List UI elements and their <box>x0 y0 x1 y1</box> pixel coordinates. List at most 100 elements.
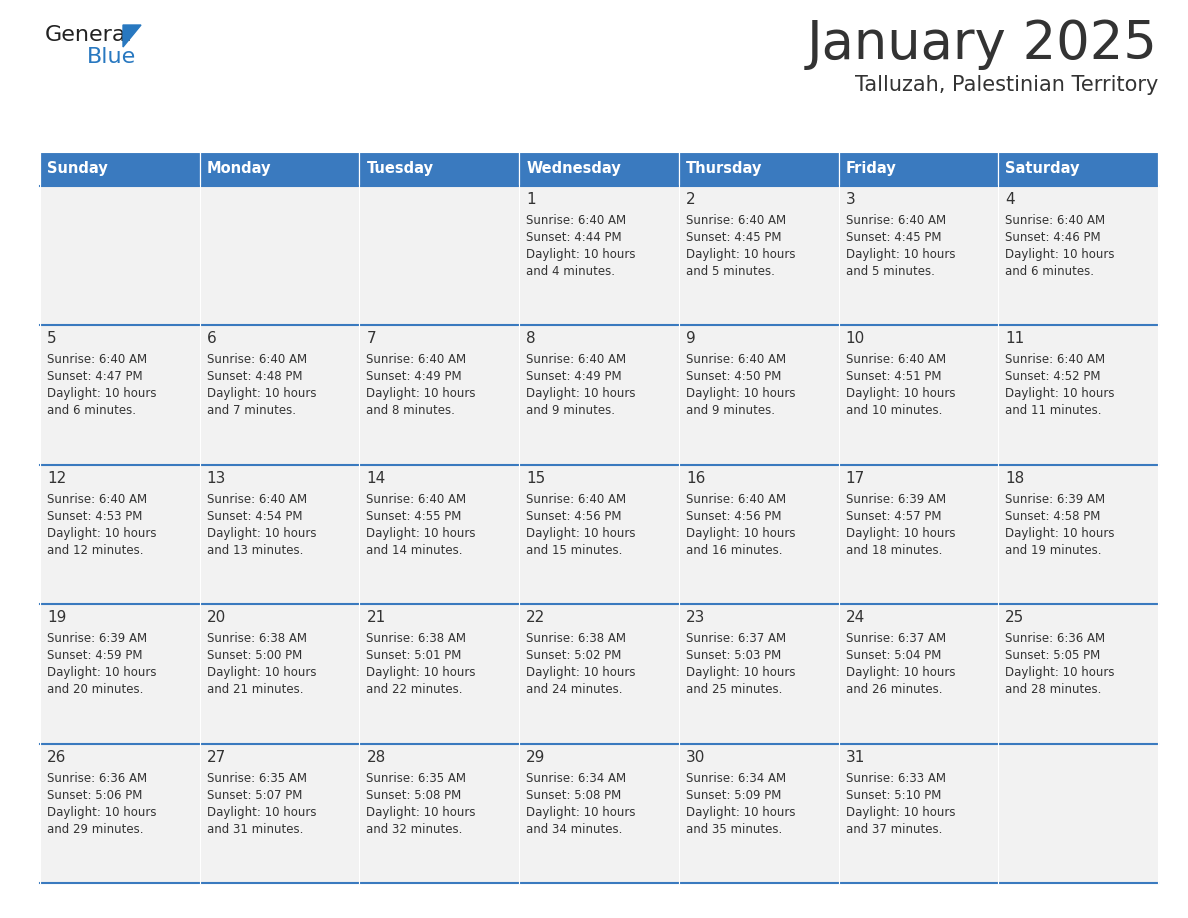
Text: 28: 28 <box>366 750 386 765</box>
Text: and 37 minutes.: and 37 minutes. <box>846 823 942 835</box>
Text: and 6 minutes.: and 6 minutes. <box>1005 265 1094 278</box>
Text: Sunrise: 6:39 AM: Sunrise: 6:39 AM <box>1005 493 1105 506</box>
Bar <box>200 152 360 186</box>
Bar <box>519 744 678 883</box>
Text: and 9 minutes.: and 9 minutes. <box>526 405 615 418</box>
Text: Sunset: 4:57 PM: Sunset: 4:57 PM <box>846 509 941 522</box>
Text: Daylight: 10 hours: Daylight: 10 hours <box>685 527 795 540</box>
Bar <box>360 325 519 465</box>
Text: and 7 minutes.: and 7 minutes. <box>207 405 296 418</box>
Text: Wednesday: Wednesday <box>526 162 621 176</box>
Bar <box>998 744 1158 883</box>
Text: 7: 7 <box>366 331 377 346</box>
Bar <box>40 744 200 883</box>
Text: 8: 8 <box>526 331 536 346</box>
Text: Sunset: 4:56 PM: Sunset: 4:56 PM <box>685 509 782 522</box>
Text: and 21 minutes.: and 21 minutes. <box>207 683 303 696</box>
Text: Sunrise: 6:38 AM: Sunrise: 6:38 AM <box>526 633 626 645</box>
Bar <box>360 604 519 744</box>
Bar <box>678 744 839 883</box>
Text: Daylight: 10 hours: Daylight: 10 hours <box>685 387 795 400</box>
Text: Sunrise: 6:34 AM: Sunrise: 6:34 AM <box>526 772 626 785</box>
Text: Sunrise: 6:37 AM: Sunrise: 6:37 AM <box>846 633 946 645</box>
Text: and 24 minutes.: and 24 minutes. <box>526 683 623 696</box>
Bar <box>998 465 1158 604</box>
Bar <box>519 152 678 186</box>
Text: and 8 minutes.: and 8 minutes. <box>366 405 455 418</box>
Text: Daylight: 10 hours: Daylight: 10 hours <box>366 387 476 400</box>
Text: 15: 15 <box>526 471 545 486</box>
Text: Sunset: 4:52 PM: Sunset: 4:52 PM <box>1005 370 1101 384</box>
Bar <box>40 325 200 465</box>
Text: 9: 9 <box>685 331 696 346</box>
Text: 3: 3 <box>846 192 855 207</box>
Text: Daylight: 10 hours: Daylight: 10 hours <box>526 527 636 540</box>
Text: 16: 16 <box>685 471 706 486</box>
Text: 2: 2 <box>685 192 695 207</box>
Text: Sunset: 5:02 PM: Sunset: 5:02 PM <box>526 649 621 662</box>
Text: and 13 minutes.: and 13 minutes. <box>207 543 303 557</box>
Text: Daylight: 10 hours: Daylight: 10 hours <box>207 527 316 540</box>
Bar <box>40 152 200 186</box>
Text: and 31 minutes.: and 31 minutes. <box>207 823 303 835</box>
Text: and 22 minutes.: and 22 minutes. <box>366 683 463 696</box>
Bar <box>519 325 678 465</box>
Text: Sunset: 4:45 PM: Sunset: 4:45 PM <box>685 231 782 244</box>
Text: Sunrise: 6:40 AM: Sunrise: 6:40 AM <box>846 353 946 366</box>
Bar <box>678 325 839 465</box>
Text: Daylight: 10 hours: Daylight: 10 hours <box>526 387 636 400</box>
Bar <box>839 604 998 744</box>
Text: Sunrise: 6:40 AM: Sunrise: 6:40 AM <box>366 493 467 506</box>
Text: 5: 5 <box>48 331 57 346</box>
Text: Daylight: 10 hours: Daylight: 10 hours <box>1005 248 1114 261</box>
Bar <box>519 186 678 325</box>
Bar <box>519 465 678 604</box>
Text: and 9 minutes.: and 9 minutes. <box>685 405 775 418</box>
Bar <box>839 744 998 883</box>
Text: Daylight: 10 hours: Daylight: 10 hours <box>48 666 157 679</box>
Text: Sunset: 5:05 PM: Sunset: 5:05 PM <box>1005 649 1100 662</box>
Text: Daylight: 10 hours: Daylight: 10 hours <box>48 387 157 400</box>
Text: Talluzah, Palestinian Territory: Talluzah, Palestinian Territory <box>854 75 1158 95</box>
Text: and 12 minutes.: and 12 minutes. <box>48 543 144 557</box>
Text: and 34 minutes.: and 34 minutes. <box>526 823 623 835</box>
Text: and 20 minutes.: and 20 minutes. <box>48 683 144 696</box>
Text: Sunrise: 6:40 AM: Sunrise: 6:40 AM <box>846 214 946 227</box>
Text: and 5 minutes.: and 5 minutes. <box>846 265 935 278</box>
Text: Sunrise: 6:40 AM: Sunrise: 6:40 AM <box>366 353 467 366</box>
Bar <box>360 465 519 604</box>
Bar <box>678 465 839 604</box>
Polygon shape <box>124 25 141 47</box>
Bar <box>678 604 839 744</box>
Text: Sunrise: 6:36 AM: Sunrise: 6:36 AM <box>1005 633 1105 645</box>
Text: 17: 17 <box>846 471 865 486</box>
Text: Sunrise: 6:35 AM: Sunrise: 6:35 AM <box>366 772 467 785</box>
Text: Daylight: 10 hours: Daylight: 10 hours <box>526 666 636 679</box>
Text: Sunrise: 6:35 AM: Sunrise: 6:35 AM <box>207 772 307 785</box>
Text: Daylight: 10 hours: Daylight: 10 hours <box>846 387 955 400</box>
Text: 14: 14 <box>366 471 386 486</box>
Text: Saturday: Saturday <box>1005 162 1080 176</box>
Text: Sunset: 5:04 PM: Sunset: 5:04 PM <box>846 649 941 662</box>
Text: Daylight: 10 hours: Daylight: 10 hours <box>207 666 316 679</box>
Text: and 29 minutes.: and 29 minutes. <box>48 823 144 835</box>
Text: Sunrise: 6:34 AM: Sunrise: 6:34 AM <box>685 772 786 785</box>
Text: 31: 31 <box>846 750 865 765</box>
Text: Sunset: 4:58 PM: Sunset: 4:58 PM <box>1005 509 1100 522</box>
Text: and 4 minutes.: and 4 minutes. <box>526 265 615 278</box>
Bar <box>839 186 998 325</box>
Text: Sunset: 4:49 PM: Sunset: 4:49 PM <box>366 370 462 384</box>
Bar <box>40 465 200 604</box>
Bar <box>839 325 998 465</box>
Text: Blue: Blue <box>87 47 137 67</box>
Text: Sunrise: 6:40 AM: Sunrise: 6:40 AM <box>1005 214 1105 227</box>
Text: Daylight: 10 hours: Daylight: 10 hours <box>526 248 636 261</box>
Text: and 19 minutes.: and 19 minutes. <box>1005 543 1101 557</box>
Text: and 5 minutes.: and 5 minutes. <box>685 265 775 278</box>
Text: Sunset: 4:48 PM: Sunset: 4:48 PM <box>207 370 302 384</box>
Text: Daylight: 10 hours: Daylight: 10 hours <box>366 527 476 540</box>
Text: Sunset: 4:59 PM: Sunset: 4:59 PM <box>48 649 143 662</box>
Bar <box>360 152 519 186</box>
Text: 11: 11 <box>1005 331 1024 346</box>
Text: Sunset: 4:46 PM: Sunset: 4:46 PM <box>1005 231 1101 244</box>
